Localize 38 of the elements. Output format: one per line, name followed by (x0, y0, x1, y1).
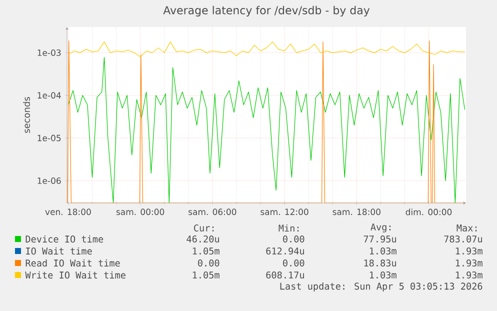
y-tick-label: 1e-04 (38, 92, 61, 99)
legend-label: IO Wait time (26, 247, 92, 255)
line-series (68, 42, 466, 58)
y-tick-label: 1e-05 (38, 134, 61, 142)
text: 1.05m (192, 247, 220, 255)
y-axis-title: seconds (23, 97, 30, 133)
x-tick-label: sam. 06:00 (188, 208, 236, 216)
text: 18.83u (364, 259, 396, 267)
text: 0.00 (198, 259, 220, 267)
y-tick-label: 1e-03 (38, 49, 61, 56)
text: Cur: (194, 224, 214, 232)
text: Min: (278, 224, 299, 232)
x-tick-label: sam. 18:00 (332, 208, 380, 216)
text: 1.93m (456, 271, 482, 279)
x-tick-label: sam. 00:00 (116, 208, 164, 216)
text: 612.94u (266, 247, 304, 255)
x-tick-label: ven. 18:00 (45, 208, 91, 216)
text: 1.05m (192, 271, 220, 279)
x-tick-label: dim. 00:00 (406, 208, 452, 216)
text: 0.00 (283, 235, 304, 243)
text: Avg: (370, 224, 391, 232)
x-tick-label: sam. 12:00 (260, 208, 308, 216)
chart-title: Average latency for /dev/sdb - by day (163, 6, 370, 16)
text: Last update: Sun Apr 5 03:05:13 2026 (280, 282, 482, 292)
text: 1.03m (370, 271, 396, 279)
legend-label: Write IO Wait time (25, 271, 126, 279)
text: 1.93m (456, 259, 482, 267)
y-tick-label: 1e-06 (38, 177, 61, 184)
text: 608.17u (266, 271, 304, 279)
legend-label: Device IO time (26, 235, 104, 243)
text: 0.00 (283, 259, 304, 267)
text: 1.03m (370, 247, 396, 255)
text: 783.07u (444, 235, 482, 243)
text: Max: (456, 224, 477, 232)
text: 46.20u (186, 235, 219, 243)
text: 1.93m (456, 247, 482, 255)
text: 77.95u (364, 235, 396, 243)
legend-label: Read IO Wait time (26, 259, 120, 267)
